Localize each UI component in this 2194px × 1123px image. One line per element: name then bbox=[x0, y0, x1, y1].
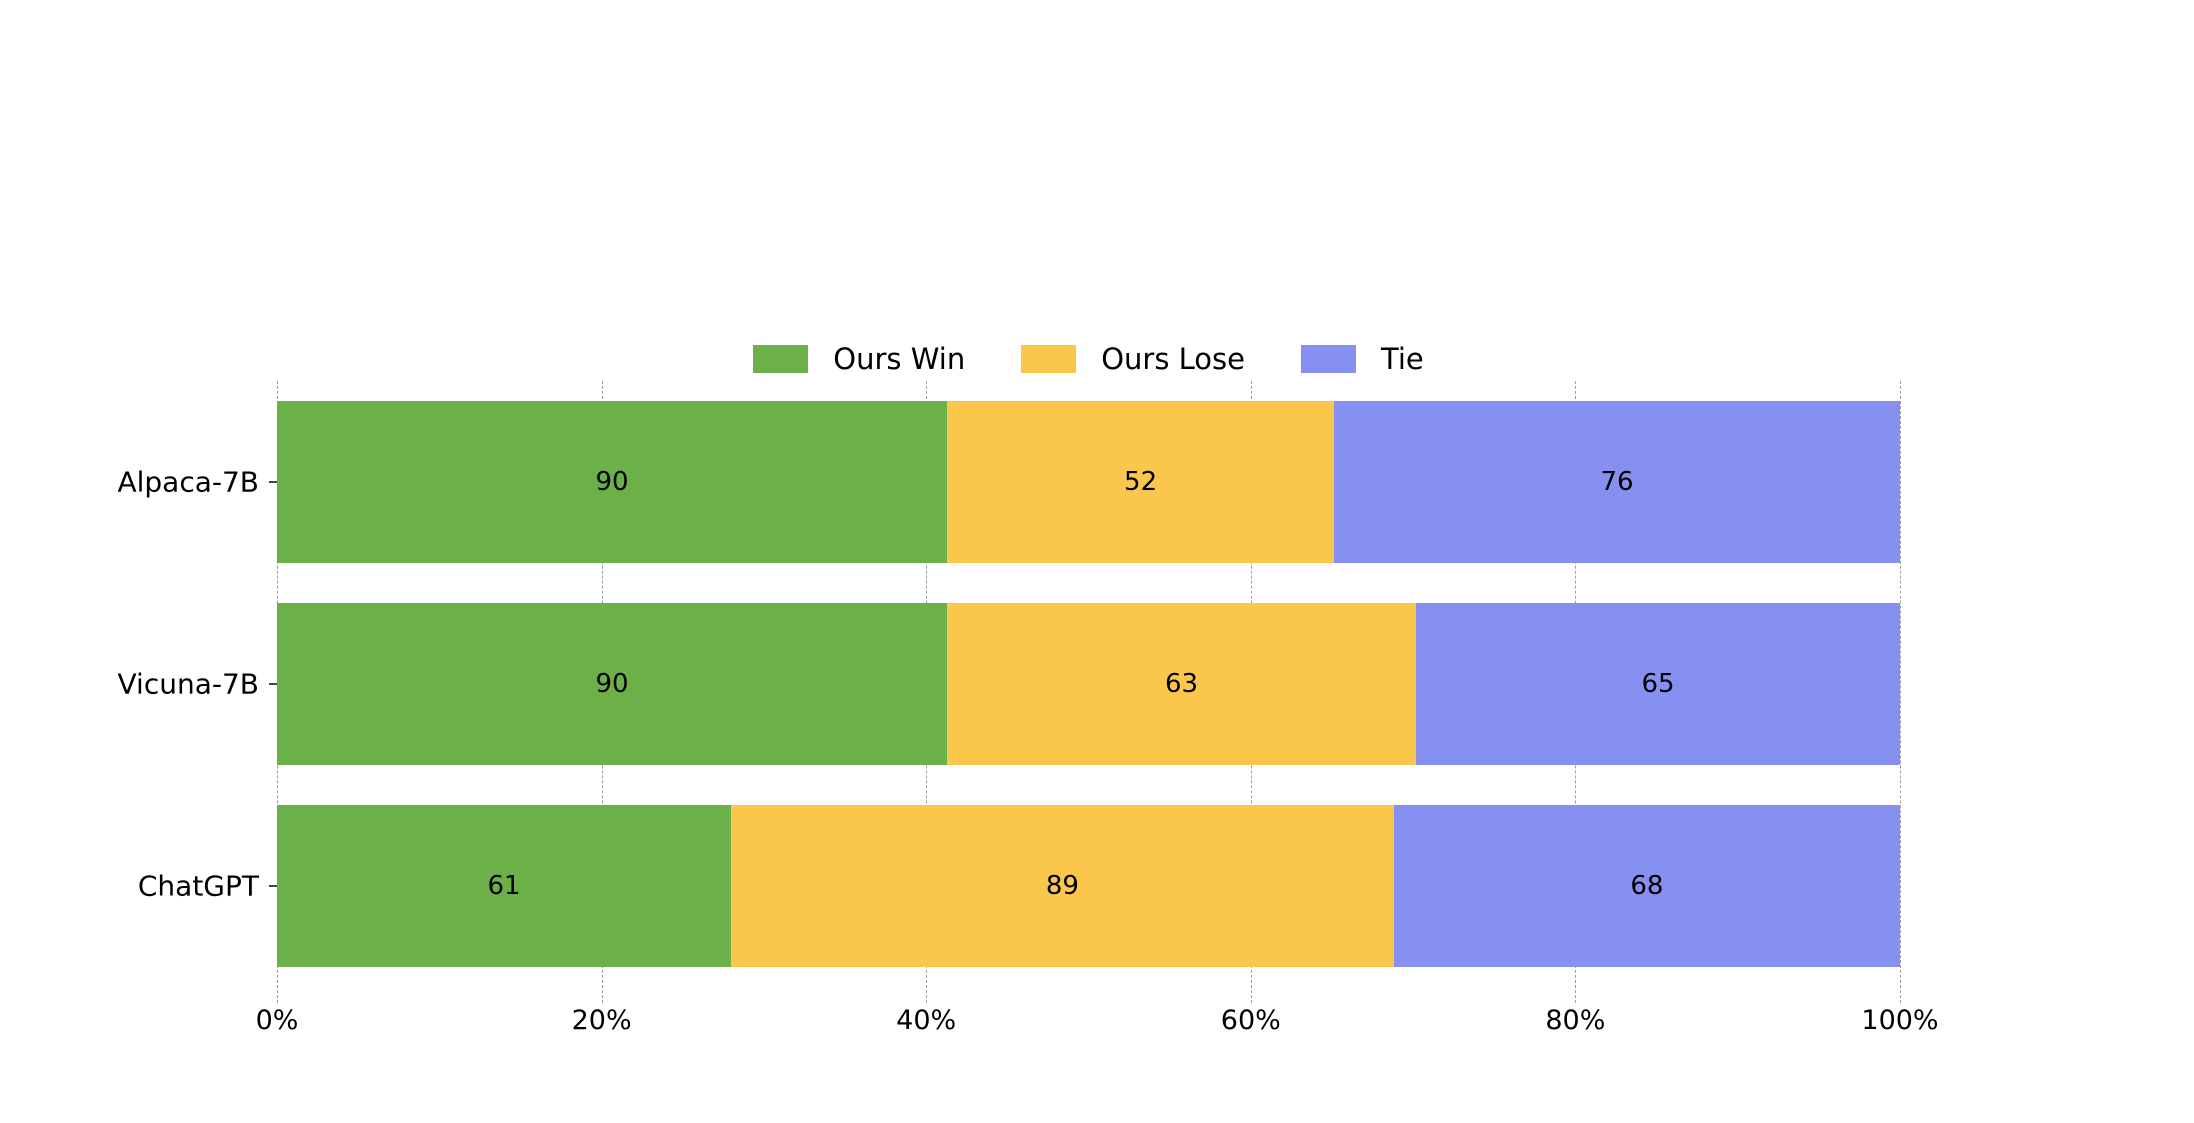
y-tick-mark bbox=[269, 683, 277, 685]
bar-value-label: 76 bbox=[1600, 467, 1634, 497]
y-axis-label: Alpaca-7B bbox=[117, 465, 259, 499]
legend-swatch-icon bbox=[753, 345, 809, 373]
legend-label: Tie bbox=[1381, 341, 1424, 376]
bar-value-label: 65 bbox=[1641, 669, 1675, 699]
x-axis: 0% 20% 40% 60% 80% 100% bbox=[256, 1005, 1939, 1045]
bar-segment: 65 bbox=[1416, 603, 1900, 765]
legend-item: Tie bbox=[1301, 341, 1424, 376]
plot-area: Alpaca-7B 90 52 76 Vicuna-7B 90 63 65 ChatGPT 61 8… bbox=[117, 381, 1901, 1003]
legend-label: Ours Win bbox=[833, 341, 966, 376]
bar-segment: 90 bbox=[277, 603, 948, 765]
legend: Ours Win Ours Lose Tie bbox=[277, 342, 1900, 376]
bar-value-label: 90 bbox=[595, 467, 629, 497]
legend-item: Ours Lose bbox=[1021, 341, 1245, 376]
x-tick-label: 40% bbox=[896, 1005, 957, 1036]
bar-value-label: 89 bbox=[1045, 871, 1079, 901]
x-tick-label: 60% bbox=[1220, 1005, 1281, 1036]
legend-swatch-icon bbox=[1021, 345, 1077, 373]
legend-swatch-icon bbox=[1301, 345, 1356, 373]
bar-segment: 63 bbox=[947, 603, 1417, 765]
bar-row: Alpaca-7B 90 52 76 bbox=[117, 401, 1900, 563]
x-tick-label: 100% bbox=[1861, 1005, 1939, 1036]
x-tick-label: 20% bbox=[571, 1005, 632, 1036]
x-tick-label: 80% bbox=[1545, 1005, 1606, 1036]
y-axis-label: ChatGPT bbox=[137, 869, 259, 903]
bar-value-label: 61 bbox=[487, 871, 521, 901]
bar-row: ChatGPT 61 89 68 bbox=[138, 805, 1900, 967]
legend-item: Ours Win bbox=[753, 341, 966, 376]
bar-segment: 68 bbox=[1393, 805, 1900, 967]
gridline bbox=[1900, 381, 1901, 1003]
bar-segment: 89 bbox=[731, 805, 1394, 967]
bar-segment: 61 bbox=[277, 805, 732, 967]
bar-value-label: 68 bbox=[1630, 871, 1664, 901]
bar-segment: 90 bbox=[277, 401, 948, 563]
y-tick-mark bbox=[269, 481, 277, 483]
bar-value-label: 52 bbox=[1124, 467, 1158, 497]
y-tick-mark bbox=[269, 885, 277, 887]
bar-segment: 52 bbox=[947, 401, 1335, 563]
y-axis-label: Vicuna-7B bbox=[117, 667, 260, 701]
bar-segment: 76 bbox=[1334, 401, 1900, 563]
x-tick-label: 0% bbox=[255, 1005, 299, 1036]
legend-label: Ours Lose bbox=[1101, 341, 1245, 376]
bar-row: Vicuna-7B 90 63 65 bbox=[118, 603, 1900, 765]
bar-value-label: 90 bbox=[595, 669, 629, 699]
bar-value-label: 63 bbox=[1165, 669, 1199, 699]
